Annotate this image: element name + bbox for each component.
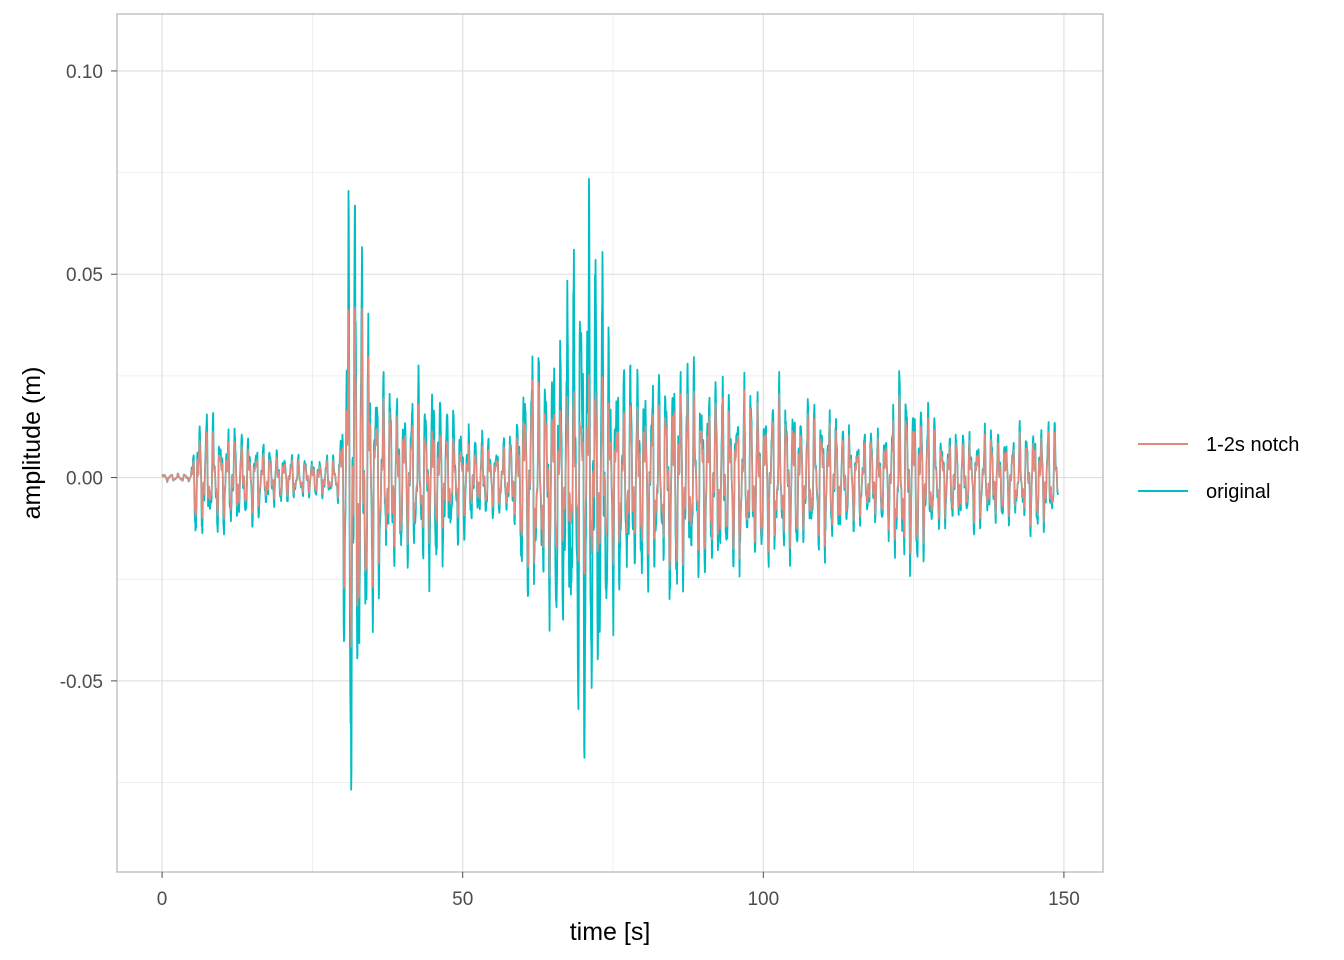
y-axis: -0.05 0.00 0.05 0.10	[60, 62, 117, 693]
x-tick-label: 0	[157, 889, 168, 910]
minor-gridlines	[117, 14, 1103, 872]
legend-label: original	[1206, 481, 1270, 503]
x-axis-title: time [s]	[570, 918, 651, 946]
series-line-original	[161, 177, 1059, 791]
y-tick-label: 0.05	[66, 265, 103, 286]
x-axis: 0 50 100 150	[157, 872, 1080, 910]
series-line-notch	[161, 306, 1059, 648]
legend: 1-2s notch original	[1138, 434, 1299, 503]
major-gridlines	[117, 14, 1103, 872]
x-tick-label: 100	[747, 889, 779, 910]
panel-border	[116, 13, 1104, 873]
x-tick-label: 50	[452, 889, 473, 910]
x-tick-label: 150	[1048, 889, 1080, 910]
y-tick-label: 0.10	[66, 62, 103, 83]
y-tick-label: 0.00	[66, 469, 103, 490]
y-axis-title: amplitude (m)	[18, 367, 46, 520]
series-layer	[161, 177, 1059, 791]
y-tick-label: -0.05	[60, 672, 103, 693]
legend-label: 1-2s notch	[1206, 434, 1299, 456]
